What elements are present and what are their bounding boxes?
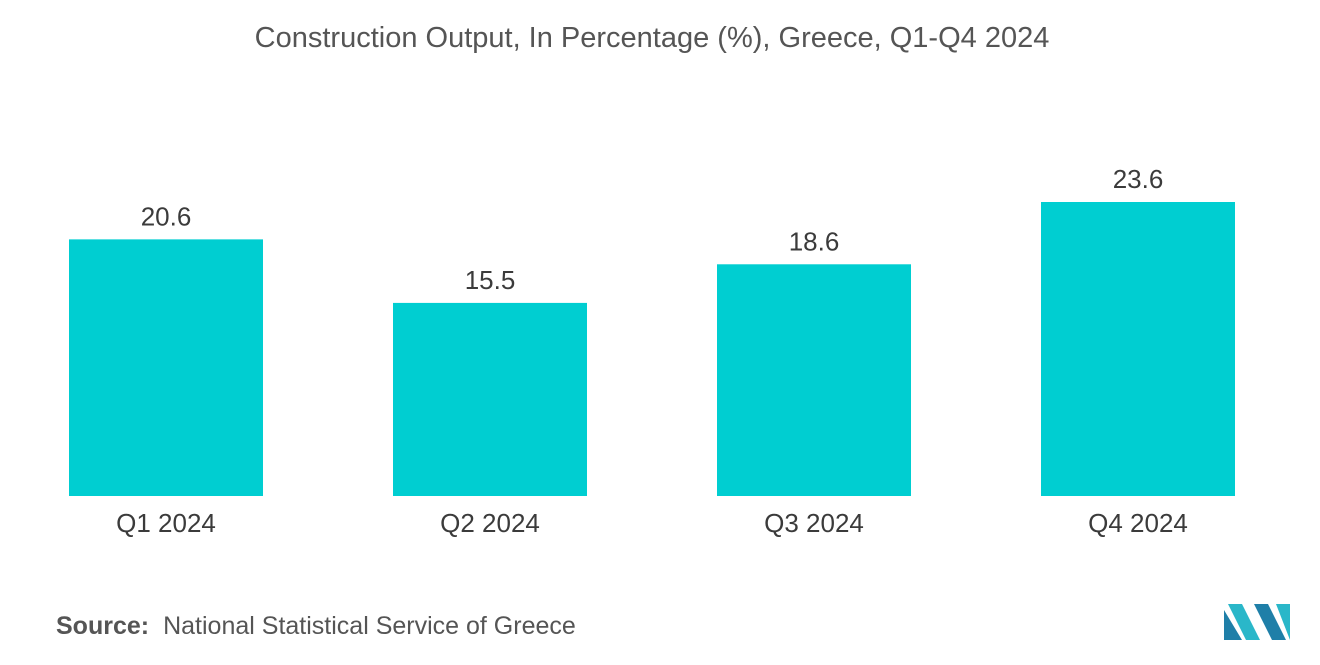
chart-title: Construction Output, In Percentage (%), … [254,22,1050,54]
source-note: Source: National Statistical Service of G… [56,612,576,641]
bar-q2-2024 [393,302,587,496]
x-tick-label: Q3 2024 [764,508,864,538]
bar-value-label: 15.5 [465,265,516,295]
x-tick-label: Q4 2024 [1088,508,1188,538]
bar-q3-2024 [717,264,911,496]
x-tick-labels-layer: Q1 2024 Q2 2024 Q3 2024 Q4 2024 [116,508,1188,538]
bar-value-label: 18.6 [789,226,840,256]
bar-q4-2024 [1041,202,1235,496]
data-labels-layer: 20.6 15.5 18.6 23.6 [141,164,1164,295]
x-tick-label: Q1 2024 [116,508,216,538]
mordor-intelligence-logo-icon [1224,604,1290,640]
bar-q1-2024 [69,239,263,497]
bars-layer [69,202,1235,497]
bar-chart: 20.6 15.5 18.6 23.6 Q1 2024 Q2 2024 Q3 2024 Q4… [69,164,1235,538]
x-tick-label: Q2 2024 [440,508,540,538]
source-label: Source: [56,612,150,640]
bar-value-label: 20.6 [141,201,192,231]
bar-value-label: 23.6 [1113,164,1164,194]
source-text: National Statistical Service of Greece [163,612,576,640]
